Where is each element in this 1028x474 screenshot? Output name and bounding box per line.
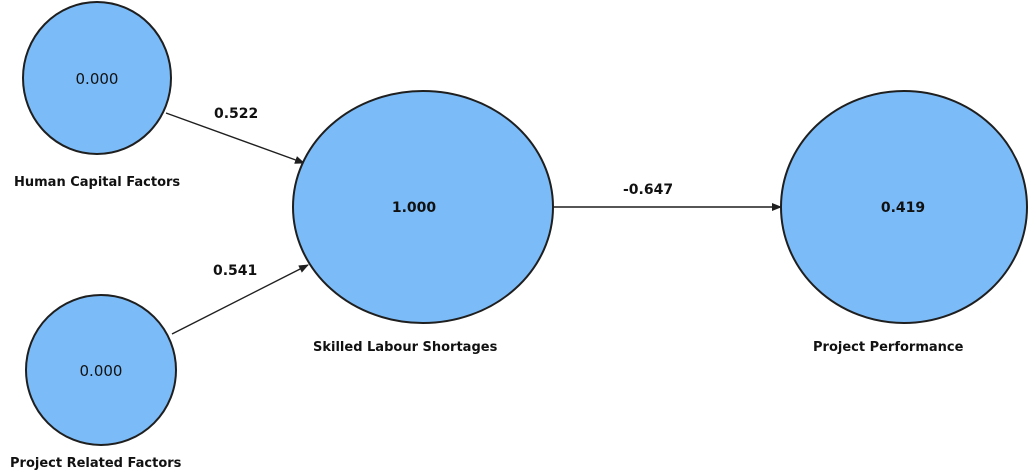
edge-label-0541: 0.541: [213, 263, 257, 279]
node-value: 1.000: [392, 200, 437, 216]
edge-label-neg0647: -0.647: [623, 182, 673, 198]
node-skilled-labour-shortages: 1.000 Skilled Labour Shortages: [292, 90, 554, 355]
edge-line: [165, 112, 305, 164]
edge-human-capital-to-skilled-labour: 0.522: [165, 106, 305, 164]
edge-label-0522: 0.522: [214, 106, 258, 122]
node-value: 0.000: [76, 70, 119, 88]
node-value: 0.000: [80, 362, 123, 380]
node-label: Skilled Labour Shortages: [313, 340, 498, 355]
node-circle: [22, 1, 172, 155]
node-label: Project Performance: [813, 340, 964, 355]
node-project-related-factors: 0.000 Project Related Factors: [10, 294, 182, 471]
node-human-capital-factors: 0.000 Human Capital Factors: [14, 1, 180, 190]
node-label: Project Related Factors: [10, 456, 182, 471]
node-circle: [25, 294, 177, 446]
edge-line: [171, 264, 309, 335]
edge-project-related-to-skilled-labour: 0.541: [171, 263, 309, 335]
node-circle: [292, 90, 554, 324]
edge-skilled-labour-to-project-performance: -0.647: [553, 182, 782, 211]
node-circle: [780, 90, 1028, 324]
node-project-performance: 0.419 Project Performance: [780, 90, 1028, 355]
node-label: Human Capital Factors: [14, 175, 180, 190]
node-value: 0.419: [881, 200, 925, 216]
